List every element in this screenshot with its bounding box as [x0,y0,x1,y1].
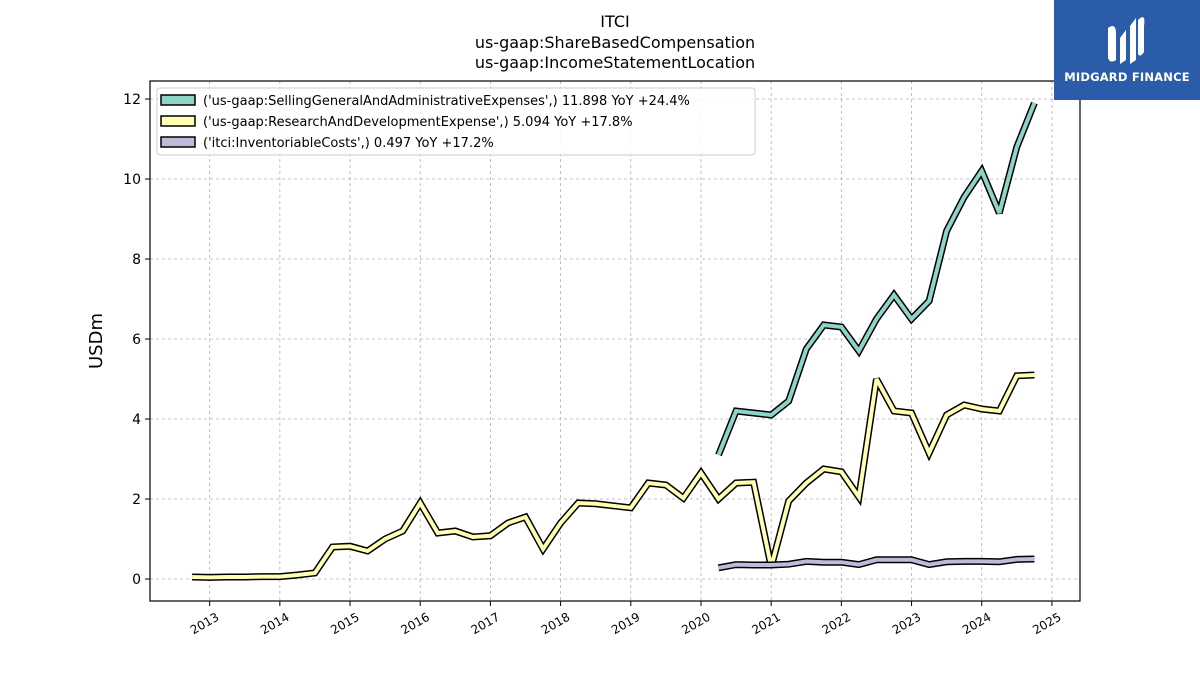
y-tick-label: 4 [132,412,141,428]
y-axis: 0 2 4 6 8 10 12 [123,92,150,588]
legend-label-3: ('itci:InventoriableCosts',) 0.497 YoY +… [203,136,494,151]
chart-title-line-3: us-gaap:IncomeStatementLocation [475,53,755,72]
x-tick-label: 2014 [258,610,291,637]
y-axis-label: USDm [86,313,107,369]
x-tick-label: 2024 [960,610,993,637]
x-tick-label: 2021 [749,610,782,637]
series-line-2 [192,373,1035,580]
y-tick-label: 10 [123,172,141,188]
y-tick-label: 0 [132,572,141,588]
chart-title-line-1: ITCI [600,12,629,31]
x-axis: 2013 2014 2015 2016 2017 2018 2019 2020 2021 2022… [188,601,1064,637]
x-tick-label: 2025 [1030,610,1063,637]
logo-mark-icon [1108,17,1145,64]
x-tick-label: 2018 [539,610,572,637]
x-tick-label: 2015 [328,610,361,637]
legend-label-2: ('us-gaap:ResearchAndDevelopmentExpense'… [203,115,633,130]
legend: ('us-gaap:SellingGeneralAndAdministrativ… [156,87,756,156]
x-tick-label: 2019 [609,610,642,637]
legend-box [156,87,756,156]
legend-label-1: ('us-gaap:SellingGeneralAndAdministrativ… [203,94,690,109]
grid [150,81,1080,601]
x-tick-label: 2022 [820,610,853,637]
legend-swatch-1 [160,94,196,106]
x-tick-label: 2023 [890,610,923,637]
plot-frame [149,80,1081,602]
x-tick-label: 2017 [469,610,502,637]
series-line-outline-2 [192,371,1035,581]
y-tick-label: 8 [132,252,141,268]
logo-text: MIDGARD FINANCE [1064,70,1190,84]
legend-swatch-3 [160,136,196,148]
series-layer [192,101,1038,581]
logo: MIDGARD FINANCE [1054,0,1200,100]
series-line-1 [716,102,1037,456]
legend-swatch-2 [160,115,196,127]
x-tick-label: 2013 [188,610,221,637]
x-tick-label: 2020 [679,610,712,637]
chart-title-line-2: us-gaap:ShareBasedCompensation [475,33,755,52]
chart-title-group: ITCI us-gaap:ShareBasedCompensation us-g… [475,12,755,72]
y-tick-label: 12 [123,92,141,108]
x-tick-label: 2016 [398,610,431,637]
series-line-3 [718,557,1035,570]
y-tick-label: 2 [132,492,141,508]
y-tick-label: 6 [132,332,141,348]
